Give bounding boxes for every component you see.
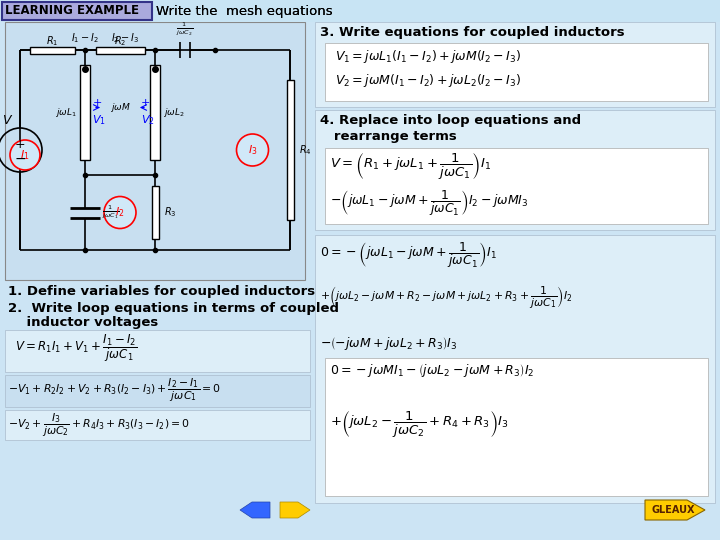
Bar bbox=[80, 65, 90, 160]
Text: $0 = -j\omega MI_1 - \left(j\omega L_2 - j\omega M + R_3\right)I_2$: $0 = -j\omega MI_1 - \left(j\omega L_2 -… bbox=[330, 362, 534, 379]
Bar bbox=[315, 22, 715, 107]
Text: 3. Write equations for coupled inductors: 3. Write equations for coupled inductors bbox=[320, 26, 625, 39]
Text: $R_2$: $R_2$ bbox=[114, 34, 126, 48]
Bar bbox=[287, 80, 294, 220]
Bar bbox=[315, 110, 715, 230]
Text: rearrange terms: rearrange terms bbox=[320, 130, 456, 143]
Bar bbox=[151, 186, 158, 239]
Text: $+$: $+$ bbox=[92, 97, 102, 108]
Text: $-V_2 + \dfrac{I_3}{j\omega C_2} + R_4I_3 + R_3(I_3 - I_2) = 0$: $-V_2 + \dfrac{I_3}{j\omega C_2} + R_4I_… bbox=[8, 412, 190, 439]
Text: $V_1$: $V_1$ bbox=[92, 113, 106, 127]
Text: LEARNING EXAMPLE: LEARNING EXAMPLE bbox=[5, 4, 139, 17]
Text: $I_2$: $I_2$ bbox=[115, 206, 125, 219]
Text: 1. Define variables for coupled inductors: 1. Define variables for coupled inductor… bbox=[8, 285, 315, 298]
Text: GLEAUX: GLEAUX bbox=[652, 505, 695, 515]
Bar bbox=[96, 46, 145, 53]
Text: $\frac{1}{j\omega C_1}$: $\frac{1}{j\omega C_1}$ bbox=[102, 204, 119, 221]
FancyArrow shape bbox=[240, 502, 270, 518]
Text: $I_3$: $I_3$ bbox=[248, 143, 257, 157]
Bar bbox=[150, 65, 160, 160]
Text: $I_1$: $I_1$ bbox=[20, 148, 30, 162]
Text: $V_1 = j\omega L_1(I_1 - I_2) + j\omega M(I_2 - I_3)$: $V_1 = j\omega L_1(I_1 - I_2) + j\omega … bbox=[335, 48, 521, 65]
Text: $+$: $+$ bbox=[140, 97, 150, 108]
Bar bbox=[325, 148, 708, 224]
Bar bbox=[5, 375, 310, 407]
Bar bbox=[325, 43, 708, 101]
Text: $V$: $V$ bbox=[2, 113, 14, 126]
Text: $+\left(j\omega L_2 - j\omega M + R_2 - j\omega M + j\omega L_2 + R_3 + \dfrac{1: $+\left(j\omega L_2 - j\omega M + R_2 - … bbox=[320, 285, 572, 311]
Text: $R_3$: $R_3$ bbox=[164, 206, 176, 219]
Bar bbox=[5, 330, 310, 372]
Text: $\frac{1}{j\omega C_2}$: $\frac{1}{j\omega C_2}$ bbox=[176, 21, 194, 38]
Text: $-\left(-j\omega M + j\omega L_2 + R_3\right)I_3$: $-\left(-j\omega M + j\omega L_2 + R_3\r… bbox=[320, 335, 457, 352]
Text: $j\omega L_2$: $j\omega L_2$ bbox=[163, 106, 184, 119]
Text: $V_2 = j\omega M(I_1 - I_2) + j\omega L_2(I_2 - I_3)$: $V_2 = j\omega M(I_1 - I_2) + j\omega L_… bbox=[335, 72, 521, 89]
Bar bbox=[2, 2, 152, 20]
Text: $V = \left(R_1 + j\omega L_1 + \dfrac{1}{j\omega C_1}\right)I_1$: $V = \left(R_1 + j\omega L_1 + \dfrac{1}… bbox=[330, 152, 491, 182]
Text: $j\omega M$: $j\omega M$ bbox=[109, 101, 130, 114]
Text: $+$: $+$ bbox=[14, 138, 26, 151]
Bar bbox=[30, 46, 76, 53]
Text: $-$: $-$ bbox=[14, 151, 26, 165]
Bar bbox=[5, 410, 310, 440]
FancyArrow shape bbox=[645, 500, 705, 520]
Text: Write the  mesh equations: Write the mesh equations bbox=[156, 4, 333, 17]
Text: $R_1$: $R_1$ bbox=[46, 34, 59, 48]
Text: $0 = -\left(j\omega L_1 - j\omega M + \dfrac{1}{j\omega C_1}\right)I_1$: $0 = -\left(j\omega L_1 - j\omega M + \d… bbox=[320, 240, 497, 270]
Bar bbox=[0, 0, 720, 22]
Circle shape bbox=[236, 134, 269, 166]
Bar bbox=[5, 22, 305, 280]
Bar bbox=[325, 358, 708, 496]
Text: 2.  Write loop equations in terms of coupled: 2. Write loop equations in terms of coup… bbox=[8, 302, 339, 315]
Text: $V_2$: $V_2$ bbox=[141, 113, 155, 127]
Text: $I_1 - I_2$: $I_1 - I_2$ bbox=[71, 31, 99, 45]
FancyArrow shape bbox=[280, 502, 310, 518]
Bar bbox=[152, 0, 720, 22]
Circle shape bbox=[104, 197, 136, 228]
Text: $-\left(j\omega L_1 - j\omega M + \dfrac{1}{j\omega C_1}\right)I_2 - j\omega MI_: $-\left(j\omega L_1 - j\omega M + \dfrac… bbox=[330, 188, 528, 218]
Text: 4. Replace into loop equations and: 4. Replace into loop equations and bbox=[320, 114, 581, 127]
Bar bbox=[315, 235, 715, 503]
Text: $+\left(j\omega L_2 - \dfrac{1}{j\omega C_2} + R_4 + R_3\right)I_3$: $+\left(j\omega L_2 - \dfrac{1}{j\omega … bbox=[330, 410, 508, 440]
Circle shape bbox=[10, 140, 40, 170]
Text: $I_2 - I_3$: $I_2 - I_3$ bbox=[111, 31, 139, 45]
Text: $-V_1 + R_2I_2 + V_2 + R_3(I_2 - I_3) + \dfrac{I_2 - I_1}{j\omega C_1} = 0$: $-V_1 + R_2I_2 + V_2 + R_3(I_2 - I_3) + … bbox=[8, 377, 221, 404]
Text: inductor voltages: inductor voltages bbox=[8, 316, 158, 329]
Text: $j\omega L_1$: $j\omega L_1$ bbox=[55, 106, 77, 119]
Text: $V = R_1I_1 + V_1 + \dfrac{I_1 - I_2}{j\omega C_1}$: $V = R_1I_1 + V_1 + \dfrac{I_1 - I_2}{j\… bbox=[15, 332, 138, 364]
Text: Write the  mesh equations: Write the mesh equations bbox=[156, 4, 333, 17]
Text: $R_4$: $R_4$ bbox=[299, 143, 312, 157]
